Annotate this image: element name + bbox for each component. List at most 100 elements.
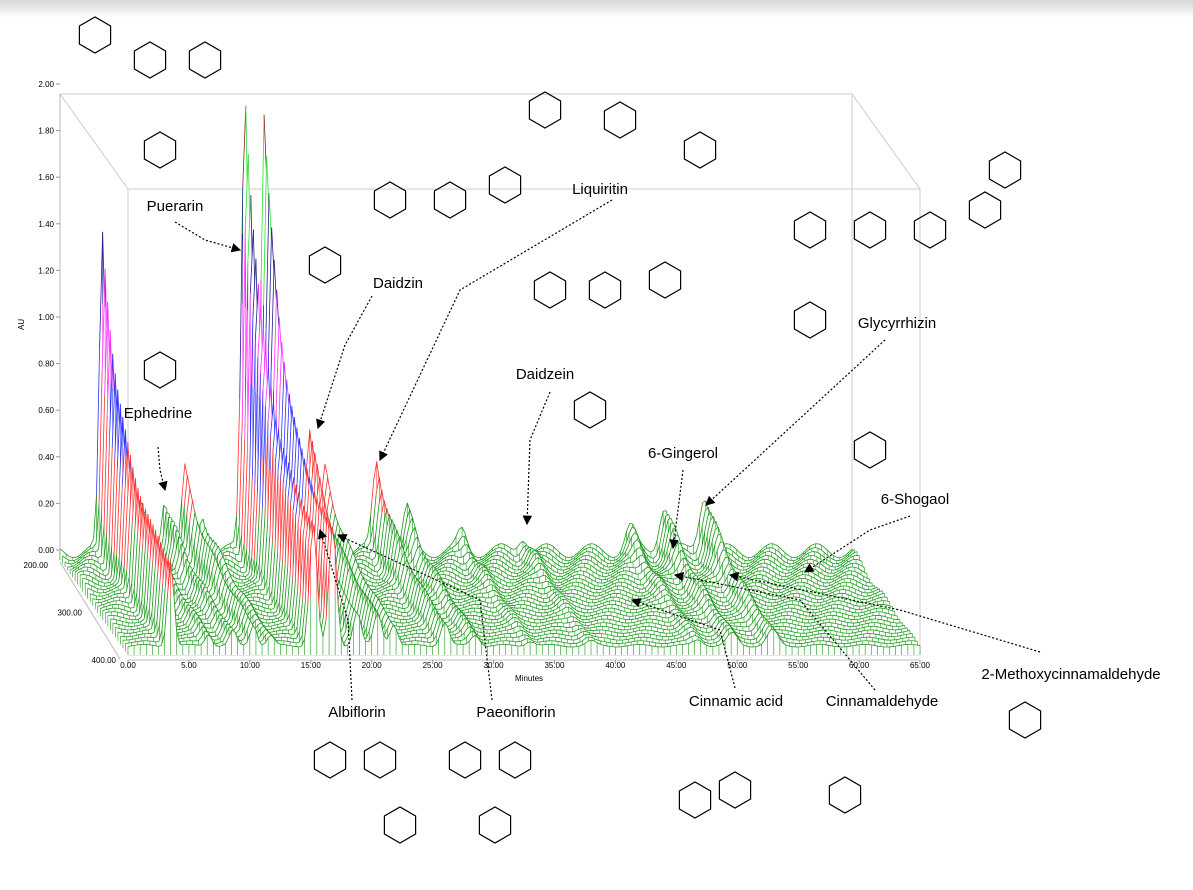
trace-segment: [254, 283, 259, 340]
trace-segment: [607, 559, 611, 561]
trace-segment: [506, 550, 511, 554]
trace-segment: [807, 558, 811, 561]
trace-segment: [650, 557, 654, 559]
trace-segment: [625, 544, 629, 553]
trace-segment: [579, 574, 583, 576]
trace-segment: [600, 562, 604, 566]
trace-segment: [89, 551, 93, 553]
trace-segment: [364, 546, 368, 548]
trace-segment: [502, 561, 506, 565]
trace-segment: [432, 564, 437, 567]
trace-segment: [537, 548, 541, 551]
trace-segment: [243, 455, 248, 543]
trace-segment: [495, 563, 500, 565]
trace-segment: [756, 570, 761, 572]
trace-segment: [252, 258, 257, 319]
trace-segment: [657, 565, 662, 569]
trace-segment: [774, 557, 778, 561]
trace-segment: [370, 568, 375, 572]
trace-segment: [175, 529, 180, 533]
trace-segment: [361, 542, 365, 546]
trace-segment: [191, 512, 196, 534]
trace-segment: [659, 511, 664, 525]
trace-segment: [651, 568, 656, 571]
trace-segment: [734, 557, 739, 561]
trace-segment: [777, 582, 781, 584]
trace-segment: [619, 551, 624, 557]
trace-segment: [81, 550, 85, 555]
trace-segment: [103, 534, 108, 564]
trace-segment: [800, 585, 804, 587]
trace-segment: [639, 543, 644, 552]
trace-segment: [437, 554, 441, 558]
trace-segment: [698, 526, 703, 543]
trace-segment: [524, 553, 528, 561]
trace-segment: [265, 192, 270, 329]
trace-segment: [754, 553, 758, 557]
trace-segment: [403, 502, 408, 515]
trace-segment: [565, 556, 569, 559]
trace-segment: [641, 543, 646, 548]
trace-segment: [72, 566, 77, 569]
trace-segment: [766, 547, 770, 549]
trace-segment: [327, 478, 331, 493]
trace-segment: [613, 561, 617, 564]
trace-segment: [78, 553, 82, 557]
trace-segment: [783, 564, 787, 567]
trace-segment: [230, 565, 235, 569]
trace-segment: [224, 544, 228, 547]
trace-segment: [574, 552, 579, 556]
trace-segment: [579, 552, 584, 556]
trace-segment: [521, 560, 525, 566]
trace-segment: [753, 555, 758, 559]
trace-segment: [808, 547, 813, 551]
trace-segment: [106, 330, 111, 417]
trace-segment: [466, 551, 470, 554]
trace-segment: [446, 545, 451, 550]
trace-segment: [601, 549, 606, 554]
trace-segment: [471, 560, 475, 565]
trace-segment: [768, 555, 772, 557]
trace-segment: [178, 498, 183, 535]
trace-segment: [759, 553, 763, 557]
top-gradient-bar: [0, 0, 1193, 18]
trace-segment: [705, 554, 710, 565]
trace-segment: [814, 547, 819, 549]
trace-segment: [479, 558, 484, 561]
trace-segment: [794, 556, 798, 559]
trace-fill: [60, 105, 852, 560]
trace-segment: [795, 562, 799, 566]
trace-segment: [700, 551, 705, 562]
trace-segment: [190, 541, 195, 562]
trace-segment: [701, 531, 706, 549]
trace-segment: [576, 557, 580, 561]
trace-segment: [194, 522, 198, 543]
trace-segment: [91, 559, 95, 561]
trace-segment: [586, 543, 591, 546]
trace-segment: [410, 557, 415, 564]
trace-segment: [68, 555, 73, 558]
trace-segment: [368, 557, 373, 561]
trace-segment: [829, 557, 834, 560]
trace-segment: [592, 543, 597, 546]
trace-segment: [77, 556, 82, 560]
trace-segment: [820, 553, 824, 557]
trace-segment: [817, 552, 821, 555]
trace-segment: [628, 527, 633, 534]
trace-segment: [380, 500, 385, 517]
trace-segment: [95, 504, 100, 544]
trace-segment: [230, 540, 234, 544]
trace-segment: [231, 556, 236, 560]
trace-segment: [728, 557, 732, 561]
trace-segment: [556, 549, 560, 553]
trace-segment: [598, 547, 603, 551]
trace-segment: [823, 556, 827, 560]
trace-segment: [541, 543, 545, 546]
trace-segment: [306, 429, 311, 465]
trace-segment: [776, 564, 781, 568]
trace-segment: [562, 571, 567, 574]
trace-segment: [539, 553, 543, 556]
trace-segment: [453, 563, 457, 567]
trace-segment: [800, 560, 805, 564]
trace-segment: [773, 562, 778, 566]
